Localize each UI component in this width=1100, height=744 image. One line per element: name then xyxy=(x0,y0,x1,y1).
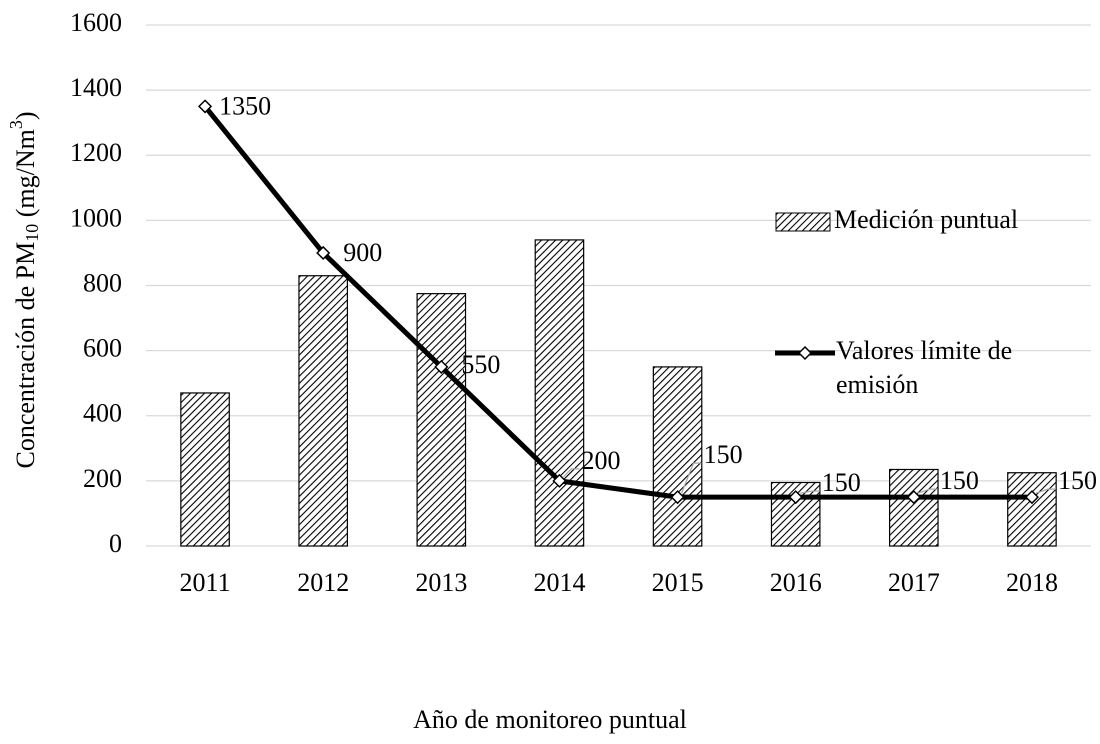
y-label-part: Concentración de PM xyxy=(11,242,40,469)
marker xyxy=(198,99,213,114)
x-tick-label: 2012 xyxy=(297,568,349,597)
data-label: 1350 xyxy=(219,91,271,120)
data-label: 150 xyxy=(940,466,979,495)
bar xyxy=(416,293,467,547)
marker xyxy=(552,473,567,488)
x-tick-label: 2018 xyxy=(1006,568,1058,597)
y-label-part: ) xyxy=(11,111,40,120)
marker xyxy=(434,359,449,374)
y-tick-label: 200 xyxy=(83,464,122,493)
leader-line xyxy=(681,462,702,494)
leader-line xyxy=(799,490,820,494)
data-label: 150 xyxy=(704,440,743,469)
bar xyxy=(180,392,230,547)
data-label: 550 xyxy=(461,350,500,379)
x-tick-label: 2013 xyxy=(415,568,467,597)
legend-label: Valores límite de emisión xyxy=(836,336,1013,399)
marker xyxy=(670,490,685,505)
legend-label: Medición puntual xyxy=(834,205,1018,234)
y-tick-label: 1400 xyxy=(70,73,122,102)
data-label: 150 xyxy=(822,468,861,497)
y-tick-label: 1000 xyxy=(70,203,122,232)
bar xyxy=(534,239,585,547)
bar xyxy=(652,366,703,547)
legend-swatch xyxy=(775,212,831,232)
data-label: 150 xyxy=(1058,466,1097,495)
y-label-sub: 10 xyxy=(22,224,42,242)
y-tick-label: 600 xyxy=(83,334,122,363)
x-tick-label: 2011 xyxy=(180,568,231,597)
y-tick-label: 1600 xyxy=(70,8,122,37)
x-tick-label: 2015 xyxy=(652,568,704,597)
marker xyxy=(906,490,921,505)
y-label-sup: 3 xyxy=(6,120,26,129)
line xyxy=(203,104,1032,500)
y-tick-label: 0 xyxy=(109,529,122,558)
y-tick-label: 800 xyxy=(83,268,122,297)
leader-line xyxy=(1035,488,1056,494)
data-label: 200 xyxy=(581,446,620,475)
bar xyxy=(888,468,939,547)
y-label-part: (mg/Nm xyxy=(11,129,40,224)
x-axis-label: Año de monitoreo puntual xyxy=(413,705,687,734)
marker xyxy=(316,245,331,260)
y-tick-label: 400 xyxy=(83,399,122,428)
x-tick-label: 2014 xyxy=(533,568,585,597)
x-tick-label: 2016 xyxy=(770,568,822,597)
data-label: 900 xyxy=(343,238,382,267)
bar xyxy=(298,275,349,547)
marker xyxy=(1024,490,1040,505)
marker xyxy=(788,490,803,505)
y-axis-label: Concentración de PM10 (mg/Nm3) xyxy=(6,111,42,468)
x-tick-label: 2017 xyxy=(888,568,940,597)
bar xyxy=(1007,472,1057,547)
marker xyxy=(797,345,813,361)
leader-line xyxy=(917,488,938,494)
y-tick-label: 1200 xyxy=(70,138,122,167)
leader-line xyxy=(563,468,580,478)
